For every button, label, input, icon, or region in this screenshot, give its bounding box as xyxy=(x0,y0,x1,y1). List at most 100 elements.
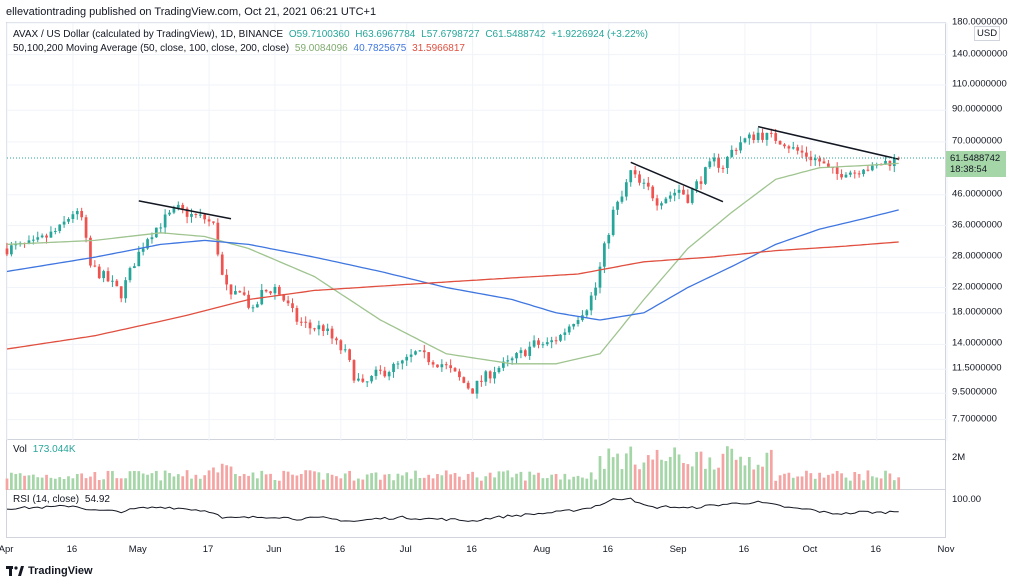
candle-body xyxy=(660,203,663,206)
volume-bar xyxy=(304,470,308,490)
candle-body xyxy=(282,294,286,301)
volume-value: 173.044K xyxy=(32,444,76,455)
volume-bar xyxy=(93,472,97,490)
candle-body xyxy=(75,211,79,215)
candle-body xyxy=(458,371,461,378)
candle-body xyxy=(712,157,716,162)
volume-bar xyxy=(589,472,593,490)
price-tick-label: 140.0000000 xyxy=(952,48,1008,60)
volume-bar xyxy=(567,479,571,490)
volume-bar xyxy=(853,471,857,490)
volume-bar xyxy=(212,467,215,490)
volume-bar xyxy=(528,471,532,490)
candle-body xyxy=(335,338,338,341)
price-tick-label: 36.0000000 xyxy=(952,219,1003,231)
volume-bar xyxy=(633,464,637,490)
volume-bar xyxy=(383,474,387,490)
trendline xyxy=(757,125,899,160)
volume-bar xyxy=(84,478,88,490)
volume-bar xyxy=(537,472,540,490)
volume-bar xyxy=(137,471,141,490)
candle-body xyxy=(181,204,185,209)
candle-body xyxy=(493,372,496,379)
candle-body xyxy=(343,349,347,351)
ma100-value: 40.7825675 xyxy=(353,43,407,54)
candle-body xyxy=(427,352,431,363)
candle-body xyxy=(554,340,558,342)
volume-bar xyxy=(559,479,562,490)
volume-bar xyxy=(752,469,756,490)
low-value: L57.6798727 xyxy=(421,29,480,40)
ma50-value: 59.0084096 xyxy=(294,43,348,54)
candle-body xyxy=(330,328,334,339)
currency-label[interactable]: USD xyxy=(974,26,1001,41)
price-pane[interactable]: AVAX / US Dollar (calculated by TradingV… xyxy=(5,22,948,441)
volume-bar xyxy=(348,470,351,490)
volume-bar xyxy=(523,480,527,490)
rsi-pane[interactable]: RSI (14, close) 54.92 xyxy=(6,490,946,538)
volume-pane[interactable]: Vol 173.044K xyxy=(5,440,946,490)
volume-bar xyxy=(436,474,439,490)
volume-bar xyxy=(862,480,865,490)
volume-bar xyxy=(594,479,597,490)
candle-body xyxy=(471,388,474,394)
trendline xyxy=(630,161,724,203)
candle-body xyxy=(515,353,518,359)
time-tick-label: 16 xyxy=(738,544,750,555)
volume-bar xyxy=(172,476,176,490)
candle-body xyxy=(541,344,545,346)
volume-bar xyxy=(247,475,250,490)
volume-bar xyxy=(778,475,782,490)
volume-bar xyxy=(190,478,193,490)
candle-body xyxy=(203,214,207,220)
candle-body xyxy=(238,291,242,293)
candle-body xyxy=(115,280,119,287)
candle-body xyxy=(251,307,255,309)
candle-body xyxy=(5,248,9,255)
candle-body xyxy=(273,286,277,294)
candle-body xyxy=(739,142,742,151)
candle-body xyxy=(787,146,791,149)
candle-body xyxy=(365,381,369,383)
volume-title: Vol xyxy=(13,444,27,455)
volume-bar xyxy=(673,447,677,490)
volume-bar xyxy=(739,456,742,490)
candle-body xyxy=(348,349,351,361)
candle-body xyxy=(827,163,830,168)
volume-bar xyxy=(717,467,720,490)
candle-body xyxy=(71,214,75,219)
candle-body xyxy=(102,271,105,279)
time-tick-label: 16 xyxy=(870,544,882,555)
tradingview-brand[interactable]: TradingView xyxy=(6,565,93,577)
candle-body xyxy=(638,174,641,183)
volume-bar xyxy=(712,469,716,490)
candle-body xyxy=(646,182,650,187)
volume-bar xyxy=(124,478,127,490)
candle-body xyxy=(62,221,66,225)
volume-bar xyxy=(198,478,202,490)
volume-bar xyxy=(234,474,237,490)
candle-body xyxy=(532,340,536,347)
candle-body xyxy=(361,378,365,382)
price-tick-label: 180.0000000 xyxy=(952,16,1008,28)
time-tick-label: 16 xyxy=(334,544,346,555)
volume-bar xyxy=(207,470,211,490)
candle-body xyxy=(14,244,18,246)
candle-body xyxy=(730,149,734,157)
volume-bar xyxy=(471,471,474,490)
candle-body xyxy=(677,189,681,193)
candle-body xyxy=(892,157,896,167)
volume-bar xyxy=(761,466,764,490)
time-tick-label: Apr xyxy=(0,544,14,555)
candle-body xyxy=(212,221,215,223)
volume-bar xyxy=(176,474,180,490)
candle-body xyxy=(743,138,747,143)
volume-bar xyxy=(379,479,382,490)
volume-bar xyxy=(765,452,769,490)
price-axis[interactable]: 180.0000000 140.0000000 110.0000000 90.0000… xyxy=(946,17,1024,538)
volume-bar xyxy=(493,477,496,490)
candle-body xyxy=(133,266,136,269)
time-tick-label: 16 xyxy=(66,544,78,555)
time-axis[interactable]: Apr 16 May 17 Jun 16 Jul 16 Aug 16 Sep 16 Oct 16 Nov xyxy=(0,538,954,558)
volume-bar xyxy=(897,477,901,490)
